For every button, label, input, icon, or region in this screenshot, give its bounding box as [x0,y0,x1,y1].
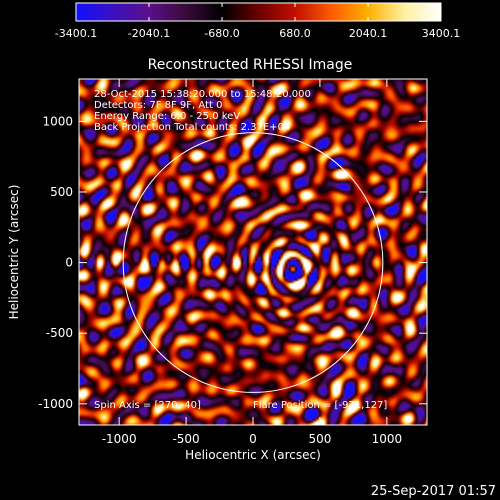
annotation-detectors: Detectors: 7F 8F 9F, Att 0 [94,100,222,111]
y-tick-labels: -1000 -500 0 500 1000 [38,114,73,410]
solar-limb-circle [122,132,384,393]
footer-timestamp: 25-Sep-2017 01:57 [371,484,496,499]
colorbar-tick-label: 680.0 [279,27,311,40]
y-tick-label: -1000 [38,397,73,411]
colorbar-ticks: -3400.1 -2040.1 -680.0 680.0 2040.1 3400.1 [55,3,460,40]
y-axis-label: Heliocentric Y (arcsec) [7,185,21,320]
axis-ticks [79,79,427,425]
colorbar: -3400.1 -2040.1 -680.0 680.0 2040.1 3400.1 [55,2,460,40]
x-tick-label: -500 [172,432,199,446]
colorbar-tick-label: 3400.1 [422,27,461,40]
colorbar-tick-label: -2040.1 [128,27,170,40]
y-tick-label: 1000 [42,114,73,128]
x-tick-labels: -1000 -500 0 500 1000 [102,432,402,446]
y-tick-label: -500 [46,326,73,340]
colorbar-tick-label: -3400.1 [55,27,97,40]
colorbar-tick-label: -680.0 [204,27,239,40]
x-axis-label: Heliocentric X (arcsec) [185,448,321,462]
y-tick-label: 500 [50,185,73,199]
annotation-spin-axis: Spin Axis = [270,-40] [94,400,201,411]
annotations: 28-Oct-2015 15:38:20.000 to 15:48:20.000… [94,89,387,411]
plot-area [78,78,428,426]
x-tick-label: 500 [308,432,331,446]
annotation-method-counts: Back Projection Total counts: 2.37E+04 [94,122,290,133]
y-tick-label: 0 [65,256,73,270]
annotation-time-range: 28-Oct-2015 15:38:20.000 to 15:48:20.000 [94,89,311,100]
annotation-flare-position: Flare Position = [-971,127] [253,400,387,411]
annotation-energy-range: Energy Range: 6.0 - 25.0 keV [94,111,240,122]
x-tick-label: 1000 [372,432,403,446]
heatmap-image [79,79,427,425]
chart-title: Reconstructed RHESSI Image [148,57,353,73]
x-tick-label: 0 [249,432,257,446]
colorbar-gradient [75,2,442,22]
colorbar-tick-label: 2040.1 [349,27,388,40]
x-tick-label: -1000 [102,432,137,446]
